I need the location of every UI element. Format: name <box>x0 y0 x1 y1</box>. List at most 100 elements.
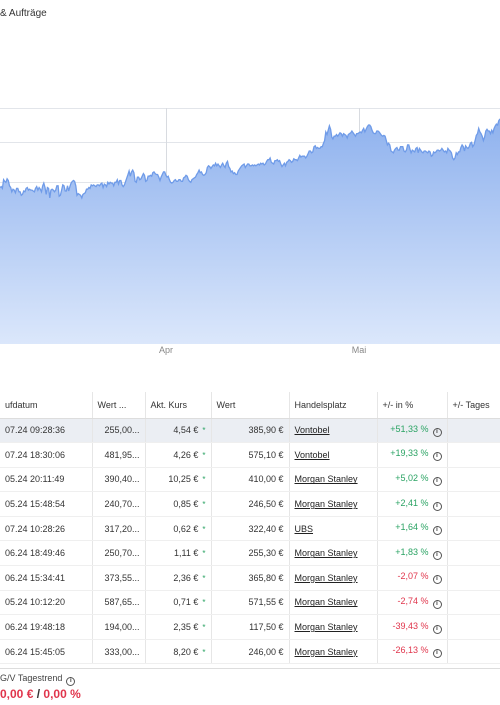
table-header-row: ufdatum Wert ... Akt. Kurs Wert Handelsp… <box>0 392 500 419</box>
col-header-change-pct[interactable]: +/- in % <box>377 392 448 419</box>
venue-link[interactable]: Vontobel <box>294 449 330 460</box>
venue-link[interactable]: Morgan Stanley <box>294 572 358 583</box>
cell-kaufdatum: 07.24 18:30:06 <box>0 442 93 468</box>
trend-separator: / <box>33 687 44 701</box>
cell-handelsplatz: UBS <box>289 516 378 542</box>
change-pct-value: -2,74 % <box>397 595 429 606</box>
kurs-value: 4,26 € <box>173 449 199 460</box>
info-icon[interactable]: i <box>432 526 442 536</box>
kurs-value: 0,71 € <box>173 597 199 608</box>
table-row[interactable]: 07.24 18:30:06 481,95... 4,26 € * 575,10 € Vo… <box>0 442 500 468</box>
star-icon: * <box>202 573 206 583</box>
cell-wert-kauf: 481,95... <box>92 442 146 468</box>
venue-link[interactable]: UBS <box>294 523 314 534</box>
info-icon[interactable]: i <box>432 427 442 437</box>
cell-kaufdatum: 06.24 15:34:41 <box>0 565 93 591</box>
change-pct-value: +19,33 % <box>390 448 429 459</box>
cell-akt-kurs: 4,26 € * <box>145 442 212 468</box>
venue-link[interactable]: Morgan Stanley <box>294 474 358 485</box>
cell-handelsplatz: Morgan Stanley <box>289 614 378 640</box>
cell-change-pct: +2,41 % i <box>377 491 448 517</box>
venue-link[interactable]: Morgan Stanley <box>294 622 358 633</box>
chart-area <box>0 118 500 345</box>
info-icon[interactable]: i <box>66 677 76 686</box>
cell-tages: +0,0 <box>447 442 500 468</box>
info-icon[interactable]: i <box>432 550 442 560</box>
trend-label-text: G/V Tagestrend <box>0 673 63 683</box>
col-header-akt-kurs[interactable]: Akt. Kurs <box>145 392 212 419</box>
chart-line <box>0 118 500 200</box>
cell-handelsplatz: Morgan Stanley <box>289 467 378 493</box>
change-pct-value: +1,64 % <box>395 522 429 533</box>
cell-kaufdatum: 06.24 19:48:18 <box>0 614 93 640</box>
cell-tages: +0,0 <box>447 540 500 567</box>
breadcrumb-title: & Aufträge <box>0 8 47 19</box>
cell-wert: 571,55 € <box>211 590 290 616</box>
change-pct-value: +1,83 % <box>395 546 429 557</box>
cell-handelsplatz: Vontobel <box>289 418 378 444</box>
venue-link[interactable]: Morgan Stanley <box>294 499 358 510</box>
venue-link[interactable]: Morgan Stanley <box>294 597 358 608</box>
cell-handelsplatz: Morgan Stanley <box>289 590 378 616</box>
cell-wert-kauf: 317,20... <box>92 516 146 542</box>
info-icon[interactable]: i <box>432 624 442 634</box>
table-body: 07.24 09:28:36 255,00... 4,54 € * 385,90 € Vo… <box>0 418 500 664</box>
cell-change-pct: +1,83 % i <box>377 540 448 567</box>
kurs-value: 1,11 € <box>174 548 199 559</box>
table-row[interactable]: 05.24 20:11:49 390,40... 10,25 € * 410,00 € M… <box>0 467 500 493</box>
star-icon: * <box>202 450 206 460</box>
kurs-value: 2,35 € <box>173 622 199 633</box>
col-header-tages[interactable]: +/- Tages <box>447 392 500 419</box>
cell-tages: +0,0 <box>447 467 500 493</box>
table-row[interactable]: 07.24 09:28:36 255,00... 4,54 € * 385,90 € Vo… <box>0 418 500 444</box>
info-icon[interactable]: i <box>432 476 442 486</box>
table-row[interactable]: 06.24 19:48:18 194,00... 2,35 € * 117,50 € Mo… <box>0 614 500 640</box>
cell-akt-kurs: 4,54 € * <box>145 418 212 444</box>
cell-tages: +0,0 <box>447 491 500 517</box>
cell-tages: +0,0 <box>447 590 500 616</box>
cell-change-pct: +1,64 % i <box>377 516 448 542</box>
table-row[interactable]: 05.24 15:48:54 240,70... 0,85 € * 246,50 € Mo… <box>0 491 500 517</box>
cell-wert-kauf: 194,00... <box>92 614 146 640</box>
portfolio-chart[interactable]: Apr Mai <box>0 108 500 358</box>
kurs-value: 4,54 € <box>173 425 199 436</box>
cell-handelsplatz: Vontobel <box>289 442 378 468</box>
cell-wert: 410,00 € <box>211 467 290 493</box>
cell-kaufdatum: 07.24 09:28:36 <box>0 418 93 444</box>
x-tick-label: Apr <box>159 345 173 355</box>
info-icon[interactable]: i <box>432 501 442 511</box>
cell-wert-kauf: 250,70... <box>92 540 146 567</box>
trend-pct-value: 0,00 % <box>43 687 81 701</box>
table-row[interactable]: 05.24 10:12:20 587,65... 0,71 € * 571,55 € Mo… <box>0 590 500 616</box>
cell-wert-kauf: 333,00... <box>92 639 146 664</box>
cell-wert: 575,10 € <box>211 442 290 468</box>
footer-divider <box>0 668 500 669</box>
cell-kaufdatum: 07.24 10:28:26 <box>0 516 93 542</box>
col-header-handelsplatz[interactable]: Handelsplatz <box>289 392 378 419</box>
table-row[interactable]: 07.24 10:28:26 317,20... 0,62 € * 322,40 € UB… <box>0 516 500 542</box>
cell-wert-kauf: 373,55... <box>92 565 146 591</box>
cell-wert: 255,30 € <box>211 540 290 567</box>
star-icon: * <box>202 500 206 510</box>
change-pct-value: -2,07 % <box>397 571 429 582</box>
venue-link[interactable]: Morgan Stanley <box>294 646 358 657</box>
cell-handelsplatz: Morgan Stanley <box>289 565 378 591</box>
kurs-value: 10,25 € <box>168 474 199 485</box>
x-tick-label: Mai <box>352 345 367 355</box>
positions-table: ufdatum Wert ... Akt. Kurs Wert Handelsp… <box>0 392 500 664</box>
cell-kaufdatum: 05.24 15:48:54 <box>0 491 93 517</box>
col-header-wert[interactable]: Wert <box>211 392 290 419</box>
cell-change-pct: +51,33 % i <box>377 418 448 444</box>
info-icon[interactable]: i <box>432 452 442 462</box>
venue-link[interactable]: Morgan Stanley <box>294 548 358 559</box>
cell-akt-kurs: 0,85 € * <box>145 491 212 517</box>
info-icon[interactable]: i <box>432 575 442 585</box>
table-row[interactable]: 06.24 15:45:05 333,00... 8,20 € * 246,00 € Mo… <box>0 639 500 664</box>
table-row[interactable]: 06.24 15:34:41 373,55... 2,36 € * 365,80 € Mo… <box>0 565 500 591</box>
info-icon[interactable]: i <box>432 599 442 609</box>
table-row[interactable]: 06.24 18:49:46 250,70... 1,11 € * 255,30 € Mo… <box>0 540 500 567</box>
venue-link[interactable]: Vontobel <box>294 425 330 436</box>
col-header-wert-kauf[interactable]: Wert ... <box>92 392 146 419</box>
info-icon[interactable]: i <box>432 649 442 659</box>
col-header-kaufdatum[interactable]: ufdatum <box>0 392 93 419</box>
